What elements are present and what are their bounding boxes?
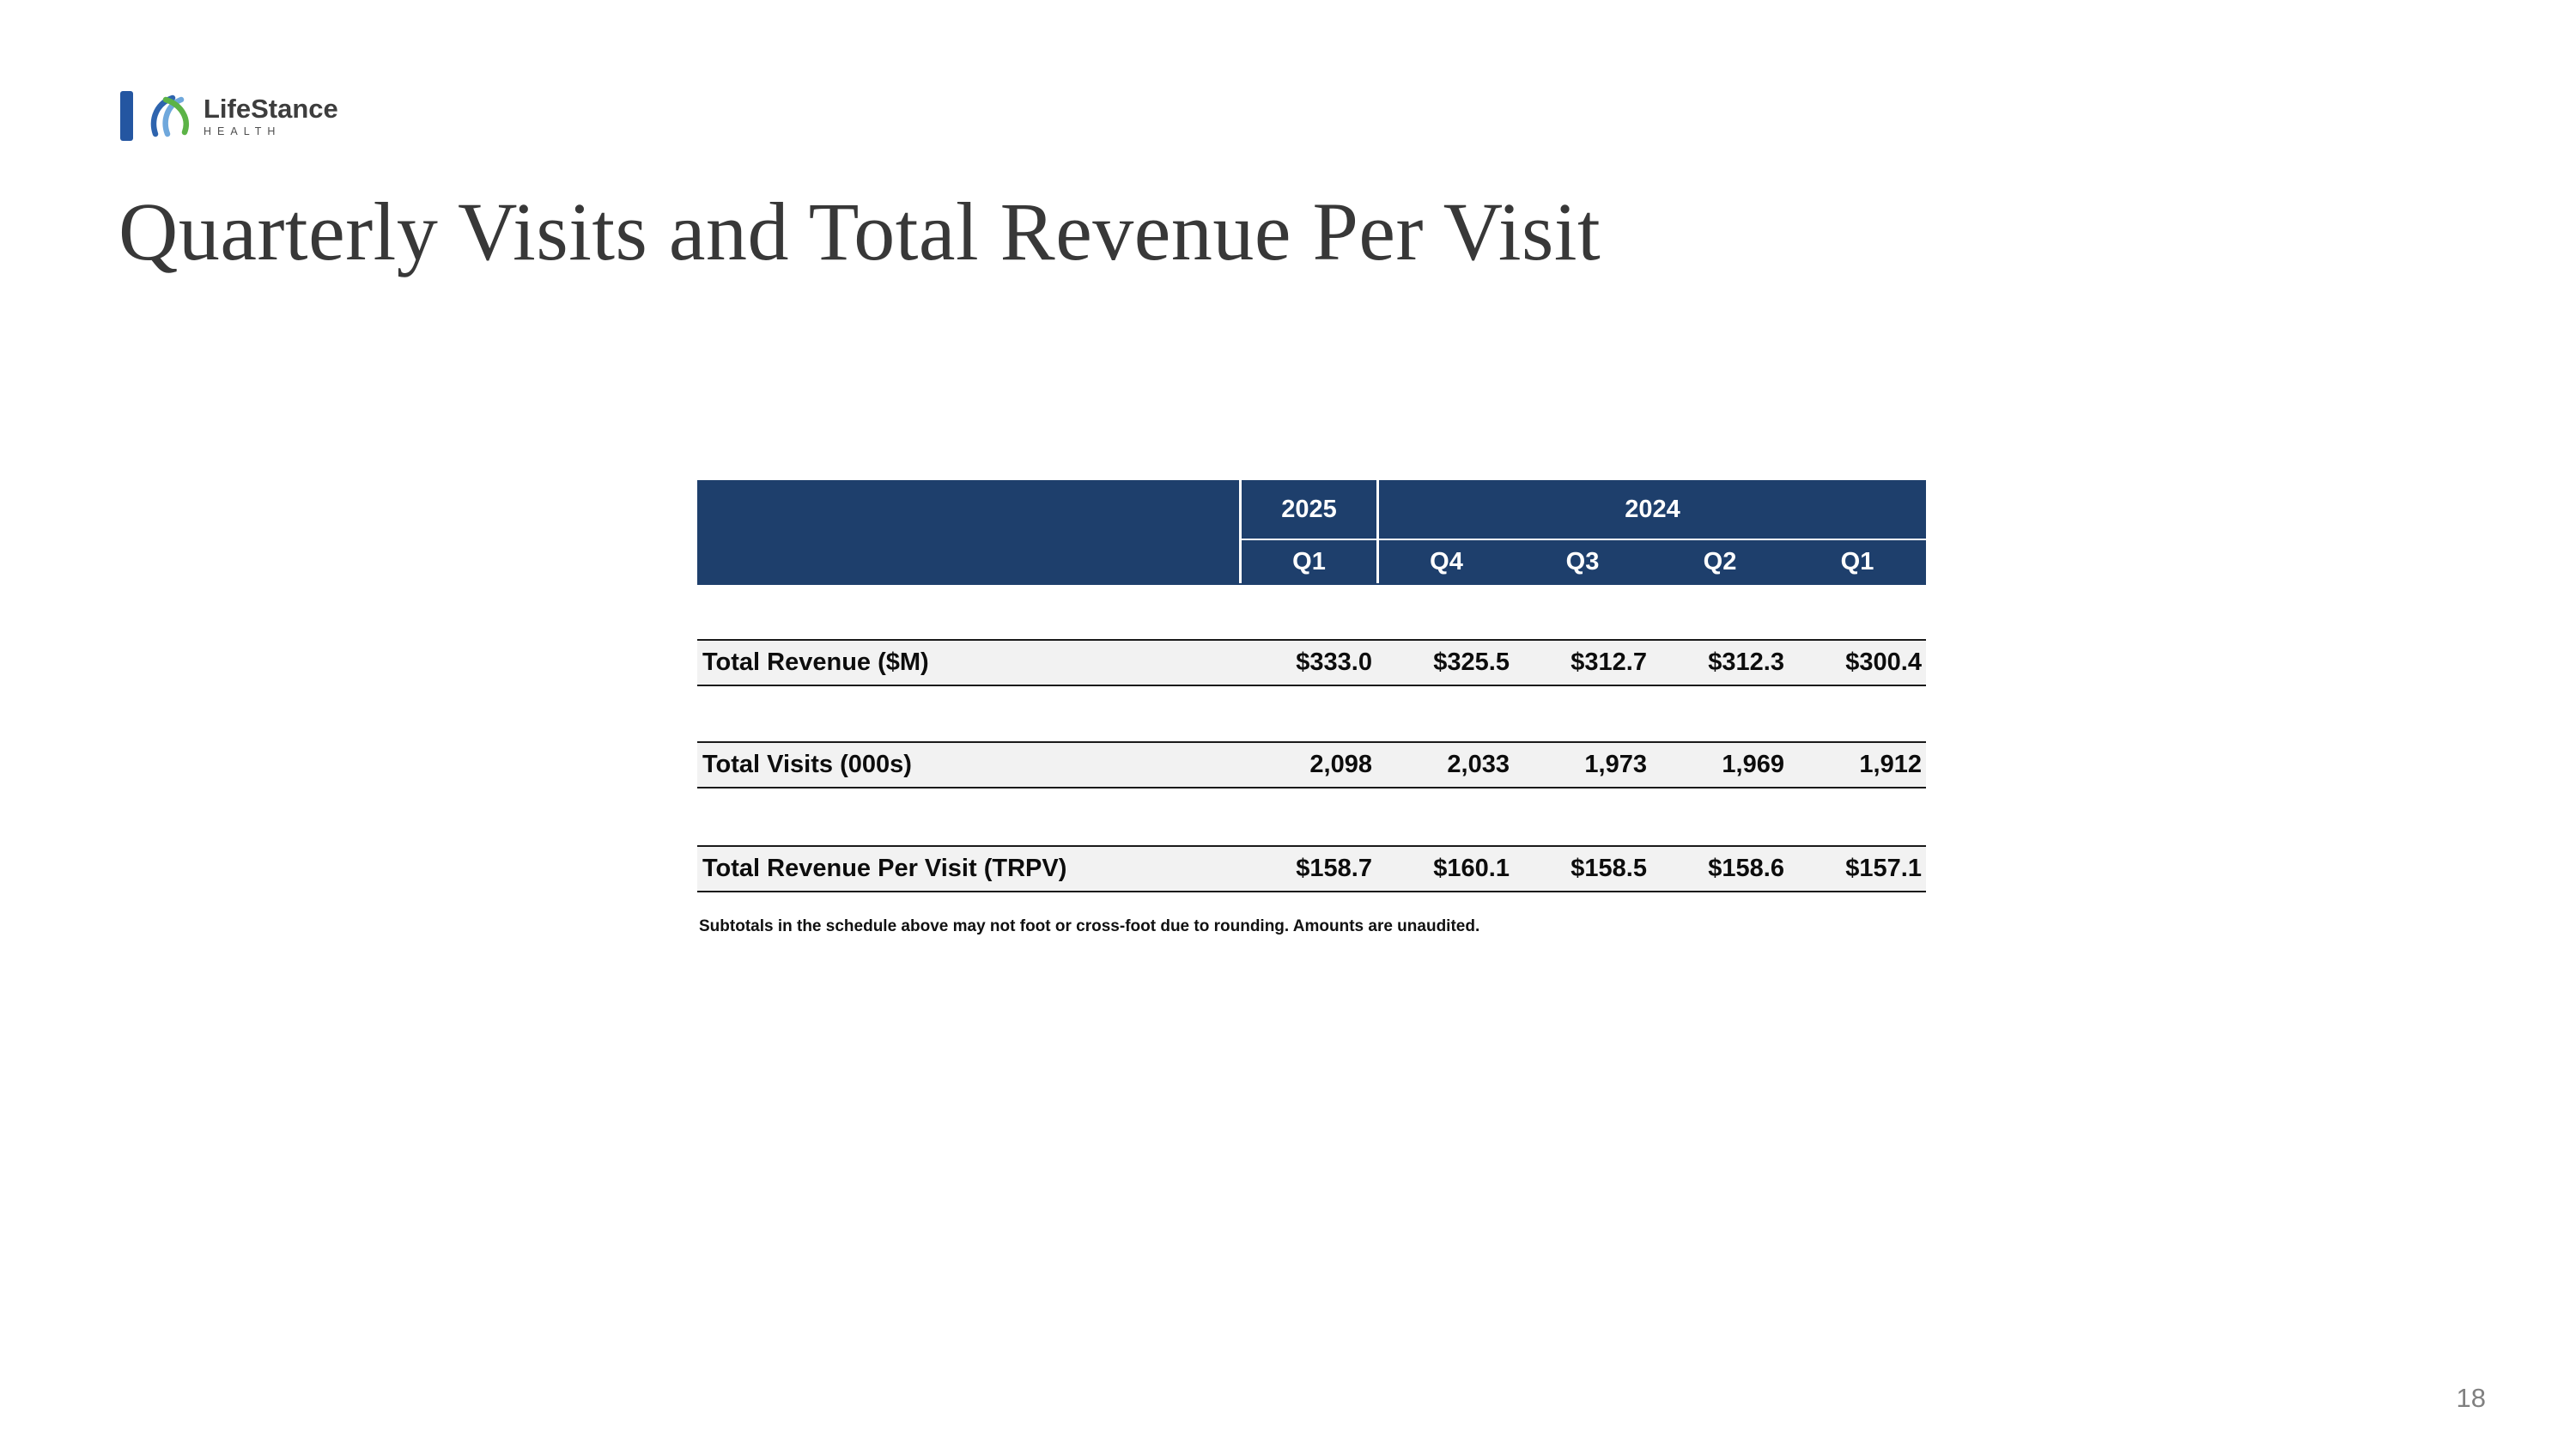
cell-value: 1,973: [1584, 751, 1647, 778]
slide-title: Quarterly Visits and Total Revenue Per V…: [118, 186, 1601, 277]
quarter-header-2024-q2: Q2: [1703, 547, 1737, 575]
logo-subtitle: HEALTH: [204, 125, 282, 137]
quarter-header-row: Q1 Q4 Q3 Q2 Q1: [1239, 540, 1926, 583]
table-row-total-revenue: Total Revenue ($M) $333.0 $325.5 $312.7 …: [697, 639, 1926, 686]
cell-value: 1,969: [1722, 751, 1784, 778]
lotus-icon: [150, 94, 189, 137]
cell-value: $325.5: [1433, 648, 1510, 676]
footnote: Subtotals in the schedule above may not …: [699, 917, 1480, 935]
cell-value: 2,033: [1447, 751, 1510, 778]
cell-value: $333.0: [1296, 648, 1372, 676]
quarter-header-2024-q3: Q3: [1565, 547, 1600, 575]
cell-value: $312.3: [1708, 648, 1784, 676]
cell-value: $157.1: [1845, 855, 1922, 882]
cell-value: $300.4: [1845, 648, 1922, 676]
table-row-trpv: Total Revenue Per Visit (TRPV) $158.7 $1…: [697, 845, 1926, 892]
year-header-2024: 2024: [1376, 480, 1926, 540]
cell-value: $312.7: [1571, 648, 1647, 676]
quarter-header-2024-q1: Q1: [1840, 547, 1874, 575]
row-label: Total Revenue Per Visit (TRPV): [702, 855, 1067, 882]
cell-value: 2,098: [1309, 751, 1372, 778]
logo-text: LifeStance HEALTH: [204, 95, 338, 137]
quarter-header-2025-q1: Q1: [1239, 540, 1376, 583]
page-number: 18: [2456, 1383, 2486, 1413]
table-row-total-visits: Total Visits (000s) 2,098 2,033 1,973 1,…: [697, 741, 1926, 788]
year-header-row: 2025 2024: [1239, 480, 1926, 540]
row-label: Total Visits (000s): [702, 751, 912, 778]
cell-value: $160.1: [1433, 855, 1510, 882]
quarterly-data-table: 2025 2024 Q1 Q4 Q3 Q2 Q1 Total Revenue (…: [697, 480, 1926, 897]
year-header-2025: 2025: [1239, 480, 1376, 540]
header-label-spacer: [697, 480, 1239, 585]
logo-name: LifeStance: [204, 93, 338, 124]
cell-value: $158.5: [1571, 855, 1647, 882]
table-header: 2025 2024 Q1 Q4 Q3 Q2 Q1: [697, 480, 1926, 585]
logo-accent-bar: [120, 91, 133, 141]
lifestance-logo: LifeStance HEALTH: [120, 91, 338, 141]
cell-value: 1,912: [1859, 751, 1922, 778]
header-columns: 2025 2024 Q1 Q4 Q3 Q2 Q1: [1239, 480, 1926, 585]
cell-value: $158.6: [1708, 855, 1784, 882]
quarter-header-2024-q4: Q4: [1376, 540, 1514, 583]
row-label: Total Revenue ($M): [702, 648, 929, 676]
cell-value: $158.7: [1296, 855, 1372, 882]
